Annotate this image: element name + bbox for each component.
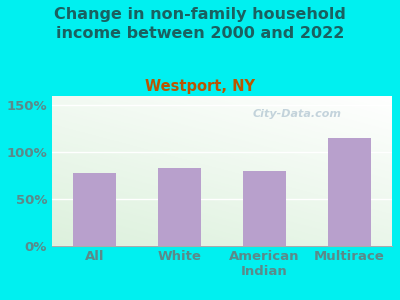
Text: City-Data.com: City-Data.com xyxy=(252,109,341,119)
Text: Change in non-family household
income between 2000 and 2022: Change in non-family household income be… xyxy=(54,8,346,41)
Bar xyxy=(328,138,371,246)
Text: Westport, NY: Westport, NY xyxy=(145,80,255,94)
Bar xyxy=(158,168,201,246)
Bar xyxy=(73,173,116,246)
Bar xyxy=(243,171,286,246)
